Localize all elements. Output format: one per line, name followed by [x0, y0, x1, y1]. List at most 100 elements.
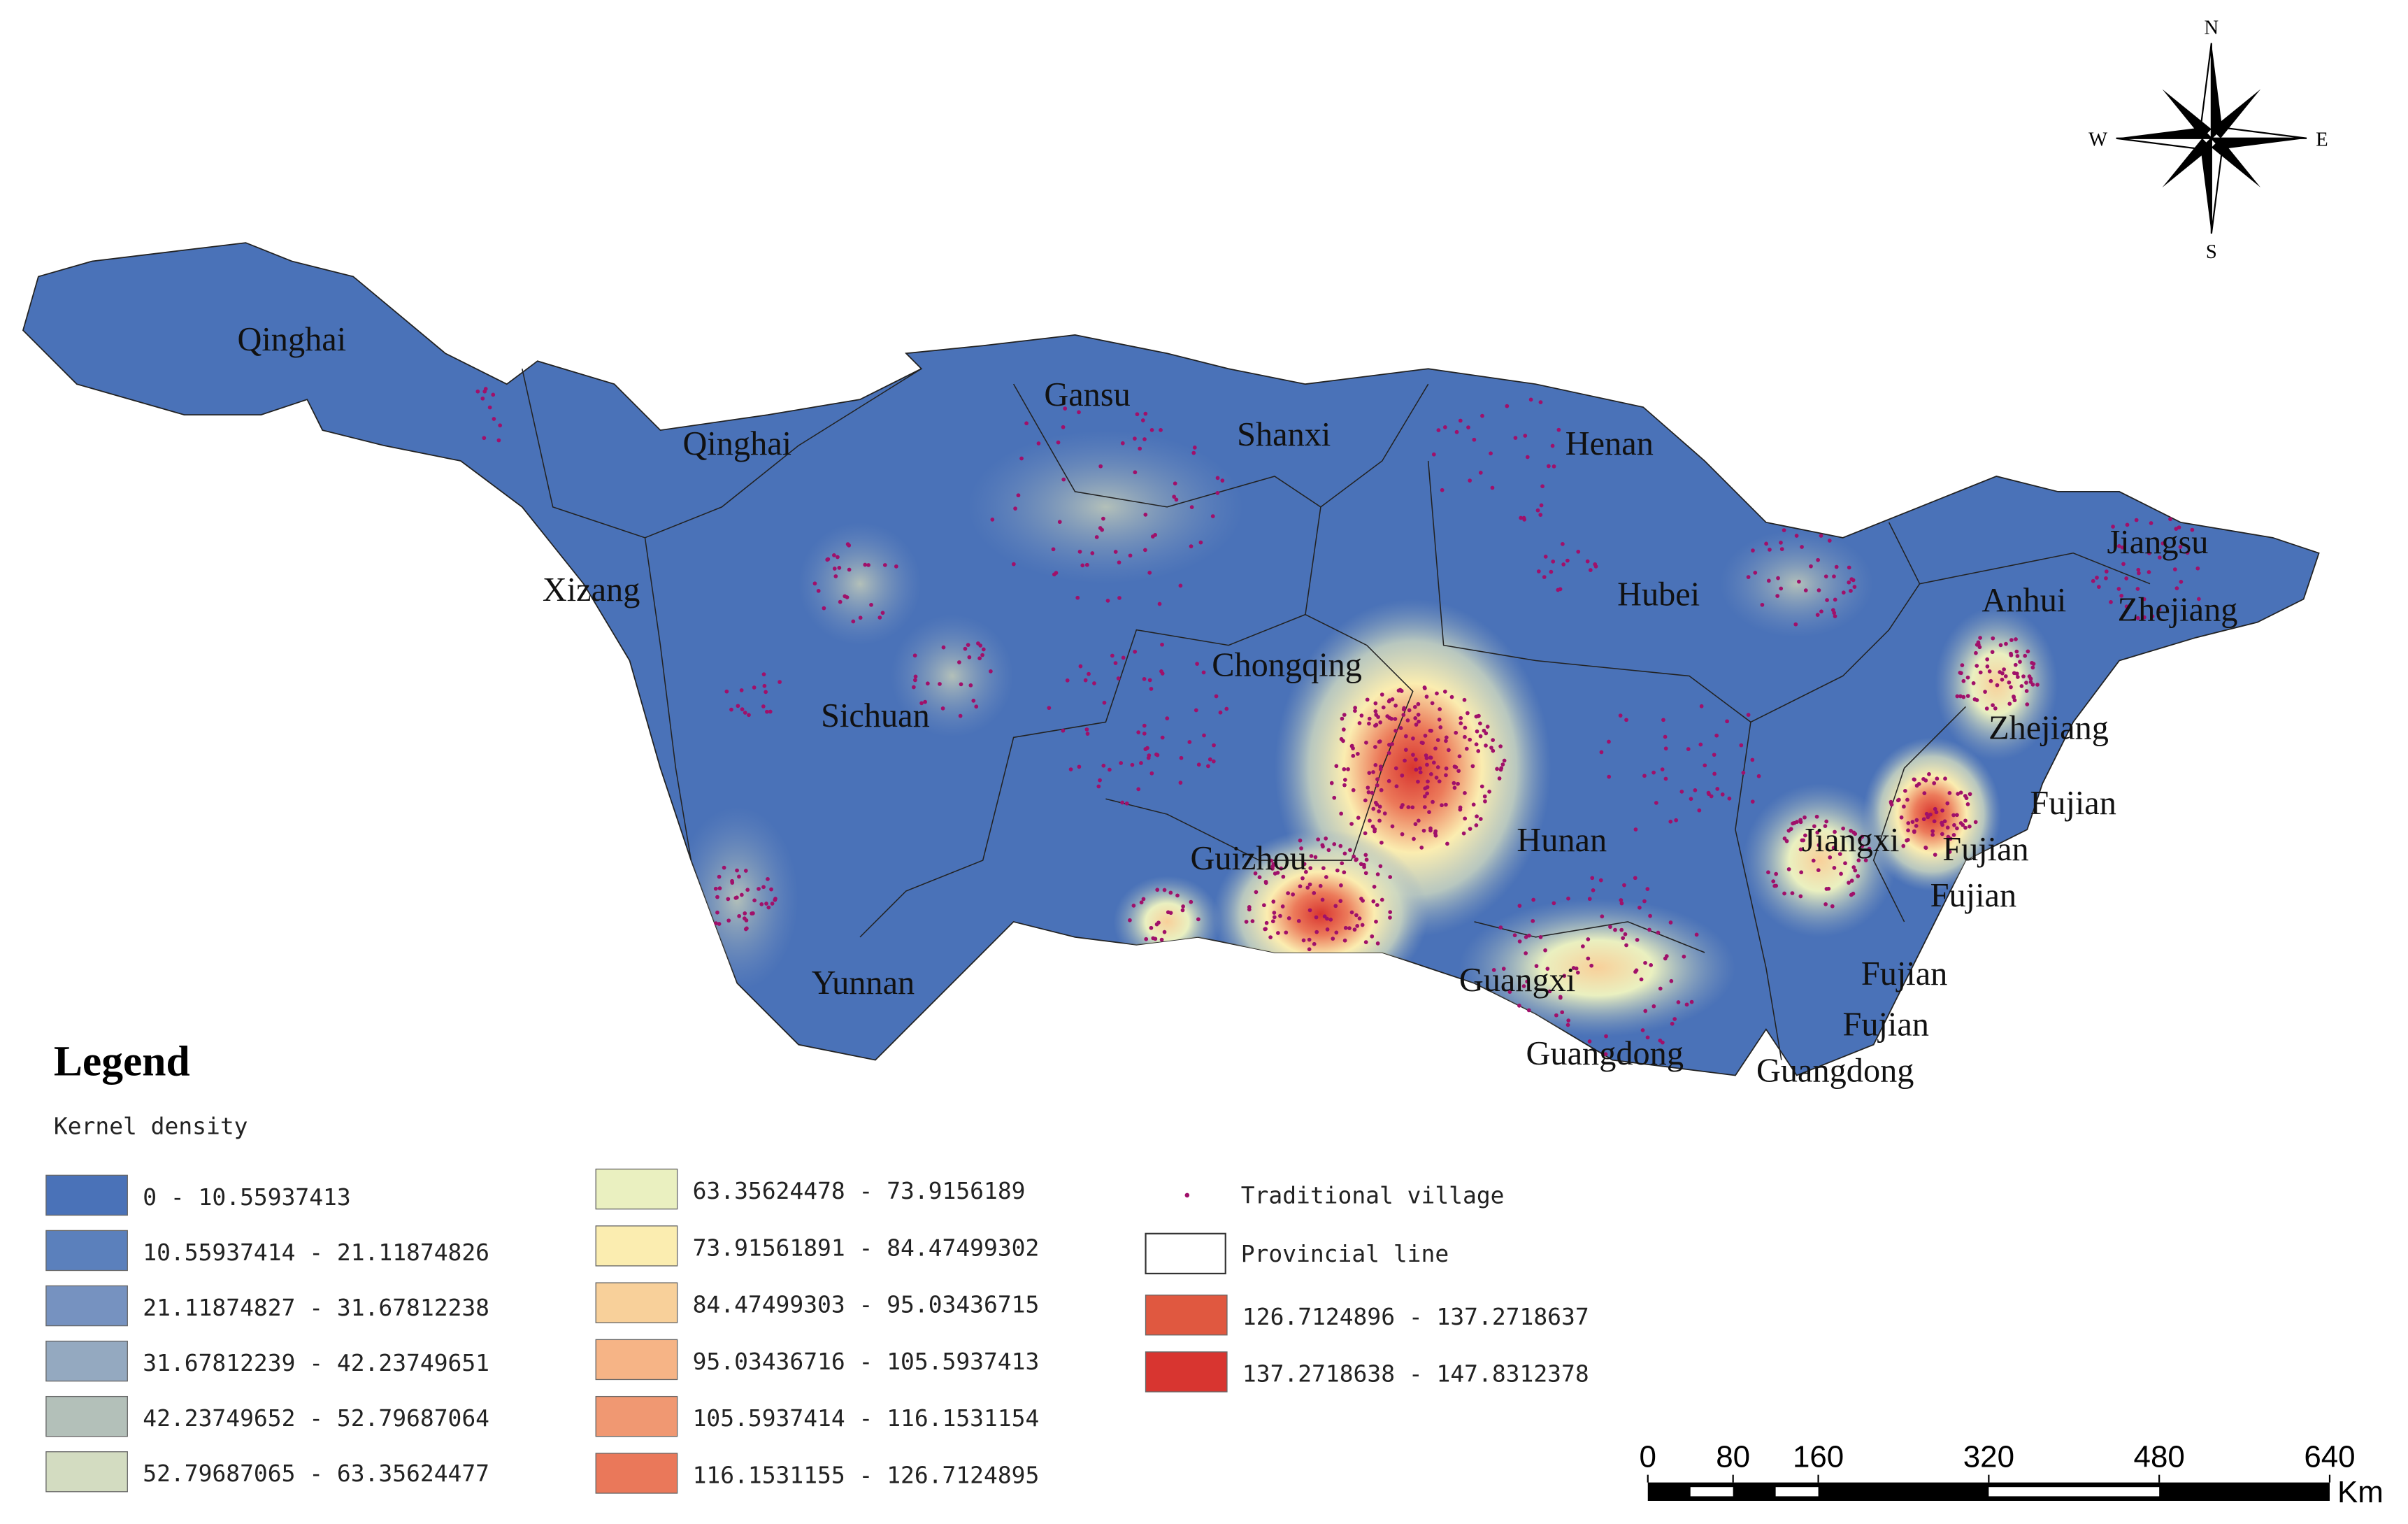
village-point [2021, 674, 2026, 679]
village-point [1462, 697, 1467, 702]
village-point [990, 518, 995, 522]
village-point [1694, 932, 1699, 937]
legend-swatch [45, 1340, 128, 1382]
village-point [1955, 826, 1959, 831]
village-point [1435, 765, 1440, 769]
province-line [859, 506, 1321, 938]
village-point [1416, 712, 1421, 717]
village-point [1372, 884, 1377, 889]
village-point [1633, 876, 1637, 881]
village-point [1803, 833, 1807, 838]
village-point [2124, 604, 2129, 609]
village-point [1476, 749, 1481, 753]
village-point [1588, 568, 1593, 573]
village-point [1786, 828, 1791, 833]
village-point [1162, 930, 1167, 934]
village-point [1914, 818, 1919, 822]
village-point [981, 647, 986, 652]
village-point [863, 562, 868, 567]
village-point [1933, 806, 1937, 811]
village-point [2190, 527, 2195, 532]
village-point [1312, 941, 1317, 946]
village-point [1178, 583, 1183, 588]
village-point [1276, 931, 1280, 935]
village-point [1334, 764, 1339, 769]
village-point [1371, 806, 1376, 811]
scale-bar-segment [1988, 1487, 2160, 1497]
village-point [1377, 804, 1382, 809]
village-point [1849, 878, 1854, 883]
village-point [1370, 934, 1375, 939]
village-point [2135, 587, 2140, 591]
village-point [1661, 718, 1665, 722]
village-point [1798, 894, 1803, 899]
village-point [1375, 802, 1379, 807]
village-point [762, 683, 767, 688]
village-point [1387, 698, 1392, 703]
village-point [912, 678, 917, 683]
village-point [1399, 805, 1404, 809]
village-point [1599, 750, 1604, 755]
village-point [2014, 649, 2019, 654]
village-point [1180, 908, 1185, 913]
village-point [1575, 970, 1580, 975]
legend-label: 31.67812239 - 42.23749651 [143, 1349, 489, 1376]
village-point [1485, 725, 1490, 729]
village-point [1828, 855, 1833, 860]
village-point [1340, 861, 1345, 866]
village-point [1403, 734, 1408, 739]
village-point [1945, 825, 1950, 830]
village-point [1096, 784, 1101, 789]
village-point [1634, 968, 1639, 973]
village-point [1325, 916, 1329, 921]
village-point [1426, 779, 1430, 784]
village-point [1349, 910, 1354, 915]
village-point [1424, 753, 1428, 757]
village-point [1603, 1052, 1608, 1057]
village-point [1556, 427, 1561, 432]
village-point [1498, 925, 1503, 930]
village-point [1914, 783, 1919, 788]
village-point [1930, 832, 1935, 837]
village-point [1117, 560, 1121, 565]
village-point [1633, 827, 1638, 832]
village-point [2157, 555, 2162, 560]
village-point [1334, 930, 1339, 935]
village-point [715, 910, 719, 915]
village-point [1165, 716, 1170, 720]
village-point [2091, 578, 2095, 583]
village-point [1340, 716, 1345, 721]
village-point [833, 574, 838, 578]
village-point [1725, 719, 1729, 724]
village-point [971, 699, 976, 703]
province-label: Hubei [1617, 576, 1700, 613]
village-point [1413, 716, 1418, 720]
village-point [1061, 477, 1066, 482]
village-point [1286, 891, 1290, 895]
village-point [1901, 843, 1906, 848]
village-point [1774, 871, 1779, 876]
village-point [1809, 564, 1813, 569]
village-point [1771, 879, 1776, 884]
village-point [1349, 822, 1354, 826]
compass-star [2211, 138, 2261, 188]
village-point [1419, 845, 1424, 850]
village-point [1643, 960, 1647, 965]
village-point [1335, 868, 1340, 873]
village-point [1621, 936, 1626, 941]
village-point [1951, 813, 1956, 818]
village-point [1566, 896, 1570, 901]
village-point [1092, 681, 1096, 685]
village-point [1456, 769, 1461, 774]
village-point [1398, 688, 1403, 692]
village-point [1264, 920, 1269, 925]
village-point [1366, 790, 1371, 795]
village-point [1417, 719, 1421, 724]
village-point [1576, 549, 1581, 554]
village-point [1342, 713, 1347, 717]
province-label: Zhejiang [2118, 591, 2238, 628]
village-point [1978, 670, 1983, 675]
village-point [1750, 799, 1755, 804]
village-point [1478, 734, 1483, 739]
